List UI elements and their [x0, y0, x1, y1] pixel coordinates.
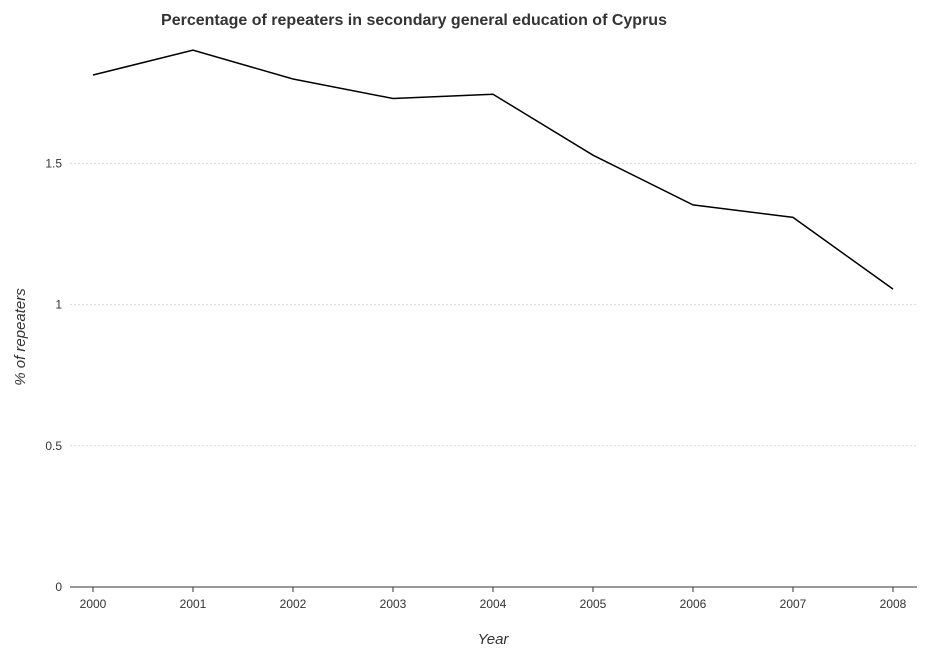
gridlines	[70, 162, 917, 588]
x-tick-label: 2001	[180, 597, 207, 611]
series-line	[92, 49, 894, 290]
axes: 0 0.5 1 1.5 2000 2001 2002 2003 2004 2005 2006 2007…	[45, 156, 917, 611]
x-tick-label: 2007	[780, 597, 807, 611]
y-tick-label: 0	[55, 580, 62, 594]
x-tick-label: 2005	[580, 597, 607, 611]
x-tick-label: 2004	[480, 597, 507, 611]
x-tick-label: 2000	[80, 597, 107, 611]
x-tick-label: 2002	[280, 597, 307, 611]
x-axis-title: Year	[478, 631, 510, 648]
x-tick-label: 2003	[380, 597, 407, 611]
y-axis-title: % of repeaters	[12, 288, 29, 386]
chart-title: Percentage of repeaters in secondary gen…	[161, 12, 667, 29]
y-tick-label: 0.5	[45, 439, 62, 453]
x-tick-label: 2008	[880, 597, 907, 611]
x-tick-label: 2006	[680, 597, 707, 611]
series-layer	[92, 49, 894, 290]
y-tick-label: 1	[55, 298, 62, 312]
y-tick-label: 1.5	[45, 156, 62, 170]
